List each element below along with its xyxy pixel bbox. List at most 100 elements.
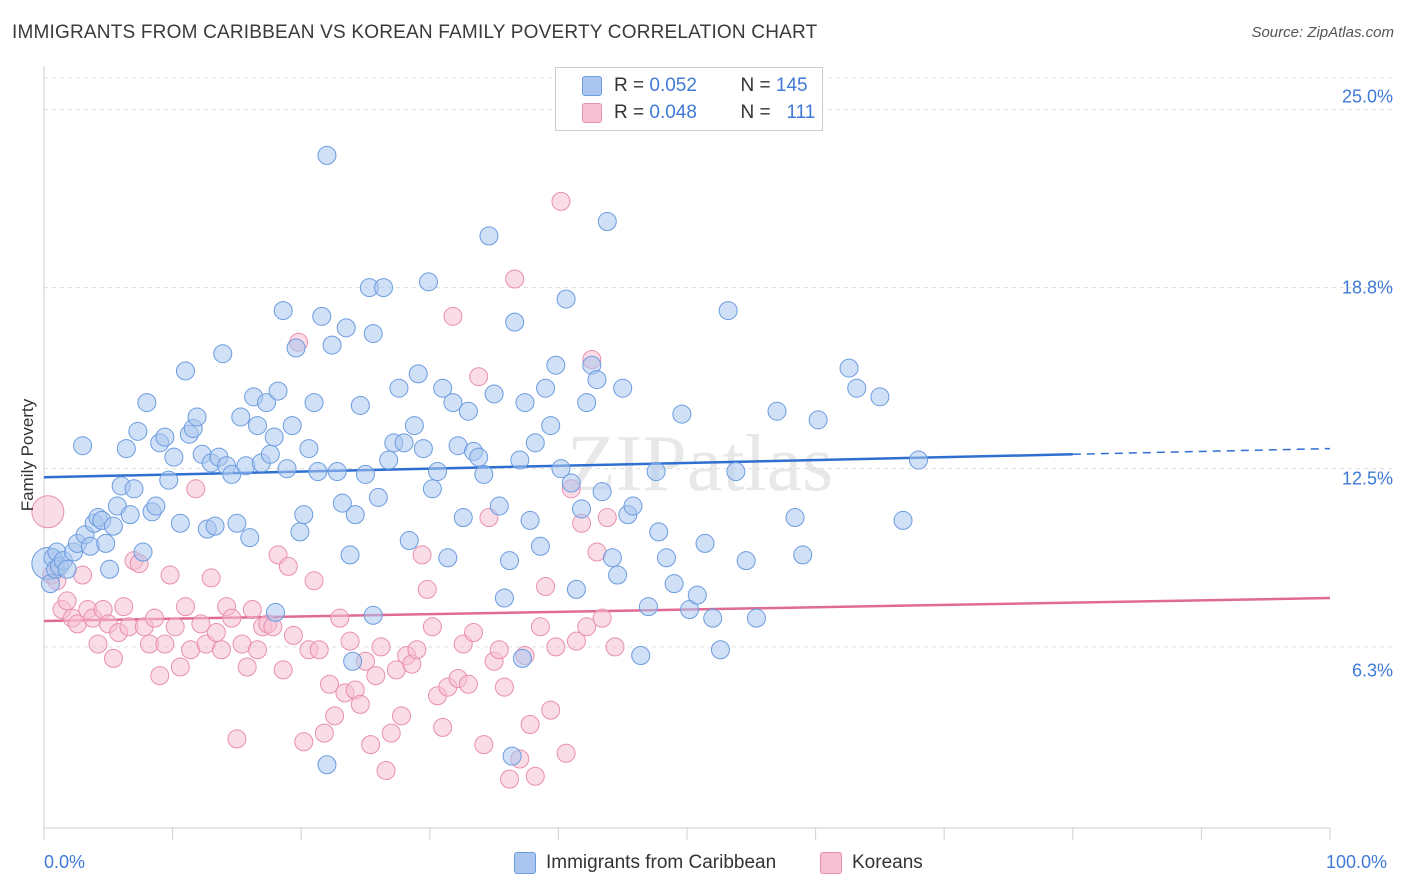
korean-point [160, 565, 180, 585]
caribbean-point [710, 640, 730, 660]
korean-point [376, 761, 396, 781]
caribbean-point [170, 513, 190, 533]
caribbean-point [500, 551, 520, 571]
korean-point [350, 694, 370, 714]
caribbean-point [551, 459, 571, 479]
caribbean-point [146, 496, 166, 516]
caribbean-point [870, 387, 890, 407]
caribbean-point [438, 548, 458, 568]
caribbean-point [394, 433, 414, 453]
caribbean-point [277, 459, 297, 479]
caribbean-point [159, 470, 179, 490]
caribbean-point [597, 211, 617, 231]
korean-point [175, 597, 195, 617]
korean-point [381, 723, 401, 743]
legend-swatch-pink [582, 103, 602, 123]
caribbean-trend-extension [1072, 447, 1331, 456]
x-tick-100: 100.0% [1326, 852, 1388, 872]
caribbean-point [399, 531, 419, 551]
caribbean-point [332, 493, 352, 513]
caribbean-point [282, 416, 302, 436]
korean-point [422, 617, 442, 637]
korean-point [186, 479, 206, 499]
korean-point [309, 640, 329, 660]
caribbean-point [703, 608, 723, 628]
korean-point [222, 608, 242, 628]
caribbean-point [839, 358, 859, 378]
korean-point [556, 743, 576, 763]
korean-point [371, 637, 391, 657]
caribbean-point [520, 510, 540, 530]
caribbean-point [646, 462, 666, 482]
legend-row-koreans: R = 0.048 N = 111 [582, 100, 815, 126]
korean-point [191, 614, 211, 634]
caribbean-point [290, 522, 310, 542]
caribbean-point [512, 648, 532, 668]
caribbean-point [363, 324, 383, 344]
caribbean-point [736, 551, 756, 571]
korean-point [494, 677, 514, 697]
caribbean-point [100, 559, 120, 579]
caribbean-point [231, 407, 251, 427]
legend-r-value: 0.052 [649, 75, 697, 96]
korean-point [201, 568, 221, 588]
caribbean-point [120, 505, 140, 525]
korean-point [114, 597, 134, 617]
caribbean-point [561, 473, 581, 493]
korean-point [206, 623, 226, 643]
korean-point [304, 571, 324, 591]
caribbean-point [847, 378, 867, 398]
caribbean-point [155, 427, 175, 447]
korean-point [283, 625, 303, 645]
caribbean-point [489, 496, 509, 516]
bottom-legend-label: Immigrants from Caribbean [546, 852, 777, 873]
caribbean-point [57, 559, 77, 579]
legend-swatch-blue [582, 76, 602, 96]
caribbean-point [356, 464, 375, 484]
caribbean-point [247, 416, 267, 436]
caribbean-point [317, 145, 337, 165]
caribbean-point [273, 301, 293, 321]
caribbean-point [541, 416, 561, 436]
legend-r-value: 0.048 [649, 102, 697, 123]
korean-point [340, 631, 360, 651]
y-tick-25: 25.0% [1341, 86, 1393, 107]
caribbean-point [322, 335, 342, 355]
korean-point [361, 735, 381, 755]
caribbean-point [350, 395, 370, 415]
caribbean-point [73, 436, 93, 456]
legend-r-label: R = [614, 102, 645, 123]
korean-point [566, 631, 586, 651]
korean-point [551, 191, 571, 211]
caribbean-point [116, 439, 136, 459]
korean-point [319, 674, 339, 694]
caribbean-point [256, 393, 276, 413]
legend: R = 0.052 N = 145 R = 0.048 N = 111 [555, 67, 823, 131]
korean-point [278, 556, 298, 576]
korean-point [165, 617, 185, 637]
caribbean-point [103, 516, 123, 536]
korean-point [577, 617, 597, 637]
caribbean-point [345, 505, 365, 525]
caribbean-point [631, 646, 651, 666]
caribbean-point [264, 427, 284, 447]
korean-point [273, 660, 293, 680]
korean-point [592, 608, 612, 628]
korean-point [597, 508, 617, 528]
data-points [31, 145, 928, 789]
caribbean-point [379, 450, 399, 470]
caribbean-point [793, 545, 813, 565]
axes [43, 66, 1331, 840]
caribbean-point [419, 272, 439, 292]
caribbean-point [317, 755, 337, 775]
caribbean-point [474, 464, 494, 484]
caribbean-point [577, 393, 597, 413]
korean-point [412, 545, 432, 565]
caribbean-point [137, 393, 157, 413]
korean-point [433, 717, 453, 737]
caribbean-point [613, 378, 633, 398]
caribbean-point [530, 536, 550, 556]
caribbean-point [308, 462, 328, 482]
korean-point [520, 715, 540, 735]
caribbean-point [587, 370, 607, 390]
